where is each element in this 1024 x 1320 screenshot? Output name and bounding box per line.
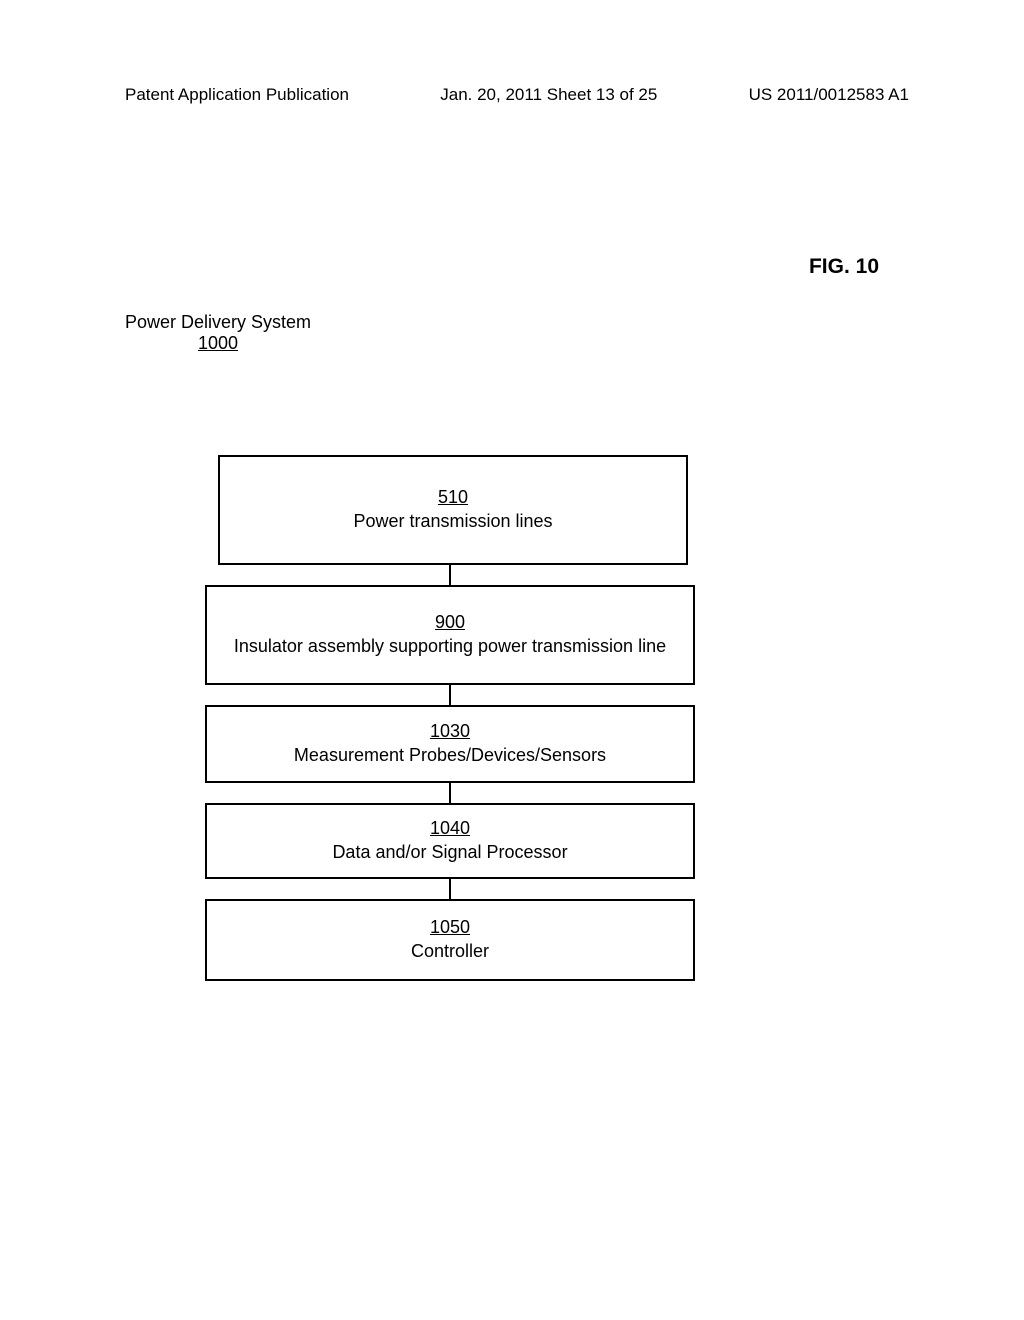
header-patent-number: US 2011/0012583 A1 (749, 85, 909, 105)
box-number: 1050 (430, 917, 470, 938)
box-number: 900 (435, 612, 465, 633)
box-label: Controller (411, 940, 489, 963)
box-label: Power transmission lines (353, 510, 552, 533)
box-signal-processor: 1040 Data and/or Signal Processor (205, 803, 695, 879)
connector (449, 685, 451, 705)
system-title-number: 1000 (125, 333, 311, 354)
box-label: Insulator assembly supporting power tran… (234, 635, 666, 658)
system-title-text: Power Delivery System (125, 312, 311, 333)
box-label: Measurement Probes/Devices/Sensors (294, 744, 606, 767)
connector (449, 879, 451, 899)
page-header: Patent Application Publication Jan. 20, … (0, 85, 1024, 105)
flowchart-diagram: 510 Power transmission lines 900 Insulat… (205, 455, 695, 981)
connector (449, 783, 451, 803)
box-controller: 1050 Controller (205, 899, 695, 981)
box-number: 1040 (430, 818, 470, 839)
box-label: Data and/or Signal Processor (332, 841, 567, 864)
connector (449, 565, 451, 585)
box-number: 1030 (430, 721, 470, 742)
box-insulator-assembly: 900 Insulator assembly supporting power … (205, 585, 695, 685)
box-measurement-probes: 1030 Measurement Probes/Devices/Sensors (205, 705, 695, 783)
box-power-transmission-lines: 510 Power transmission lines (218, 455, 688, 565)
box-number: 510 (438, 487, 468, 508)
header-date-sheet: Jan. 20, 2011 Sheet 13 of 25 (440, 85, 657, 105)
header-publication-type: Patent Application Publication (125, 85, 349, 105)
figure-label: FIG. 10 (809, 255, 879, 279)
system-title: Power Delivery System 1000 (125, 312, 311, 354)
